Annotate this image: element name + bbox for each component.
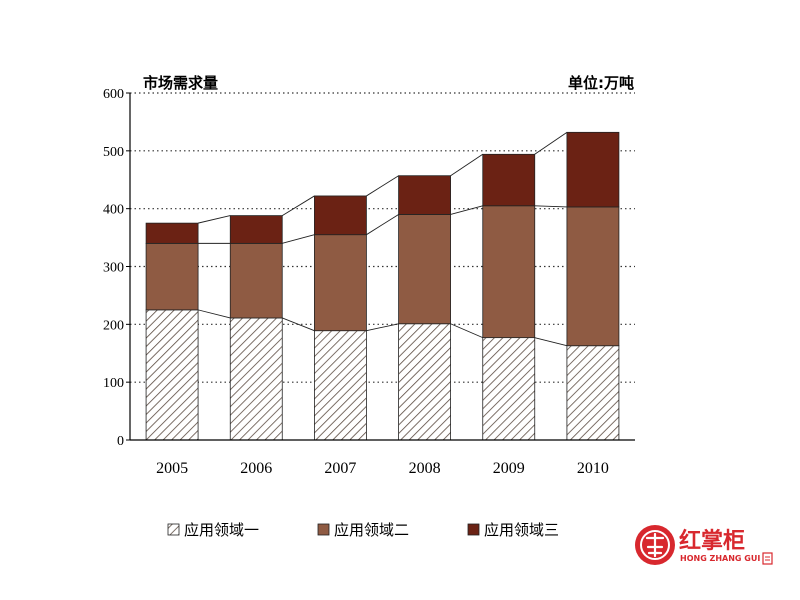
logo-subtitle: HONG ZHANG GUI [680, 554, 760, 563]
bar-segment [566, 345, 620, 441]
connector-line [366, 175, 399, 197]
bar-segment [482, 337, 536, 441]
connector-lines [197, 131, 568, 347]
bar-segment [229, 242, 283, 319]
legend-label: 应用领域一 [184, 521, 259, 539]
grid-lines [130, 92, 635, 383]
y-tick-label: 400 [103, 203, 124, 218]
connector-line [282, 234, 315, 244]
axes: 0 100 200 300 400 500 600 2005 2006 2007 2008 2009 2… [103, 87, 635, 477]
y-tick-label: 300 [103, 261, 124, 276]
connector-line [197, 309, 231, 319]
legend-swatch [467, 523, 480, 536]
y-tick-label: 0 [117, 434, 124, 449]
connector-line [450, 153, 483, 177]
x-tick-label: 2006 [240, 460, 272, 477]
bar-segment [566, 206, 620, 347]
bars [145, 131, 620, 441]
x-tick-label: 2005 [156, 460, 188, 477]
legend-swatch [167, 523, 180, 536]
connector-line [366, 323, 399, 332]
chart-title: 市场需求量 [143, 74, 218, 92]
bar-segment [566, 131, 620, 208]
legend-label: 应用领域三 [484, 521, 559, 539]
seal-icon [635, 525, 675, 565]
unit-label: 单位:万吨 [568, 74, 634, 92]
y-tick-label: 500 [103, 145, 124, 160]
legend-swatch [317, 523, 330, 536]
x-tick-label: 2007 [324, 460, 356, 477]
bar-segment [314, 234, 367, 332]
bar-segment [145, 242, 199, 311]
bar-segment [482, 205, 536, 339]
bar-segment [398, 323, 451, 441]
bar-segment [229, 215, 283, 244]
logo-name: 红掌柜 [679, 528, 745, 554]
connector-line [282, 195, 315, 216]
connector-line [534, 205, 567, 208]
brand-logo: 红掌柜 HONG ZHANG GUI [635, 525, 773, 565]
y-tick-label: 200 [103, 318, 124, 333]
bar-segment [145, 309, 199, 441]
x-tick-label: 2010 [577, 460, 609, 477]
connector-line [534, 337, 568, 347]
bar-segment [314, 330, 367, 441]
connector-line [197, 215, 231, 224]
legend: 应用领域一 应用领域二 应用领域三 [167, 521, 559, 539]
connector-line [366, 214, 399, 236]
connector-line [282, 317, 315, 332]
bar-segment [145, 222, 199, 244]
connector-line [534, 131, 568, 155]
bar-segment [314, 195, 367, 236]
y-tick-label: 100 [103, 376, 124, 391]
x-tick-label: 2008 [409, 460, 441, 477]
y-tick-label: 600 [103, 87, 124, 102]
connector-line [450, 205, 483, 215]
bar-segment [229, 317, 283, 441]
x-tick-label: 2009 [493, 460, 525, 477]
connector-line [450, 323, 483, 339]
bar-segment [398, 175, 451, 215]
logo-stamp-icon [762, 552, 773, 565]
legend-label: 应用领域二 [334, 521, 409, 539]
bar-segment [398, 214, 451, 325]
bar-segment [482, 153, 536, 207]
